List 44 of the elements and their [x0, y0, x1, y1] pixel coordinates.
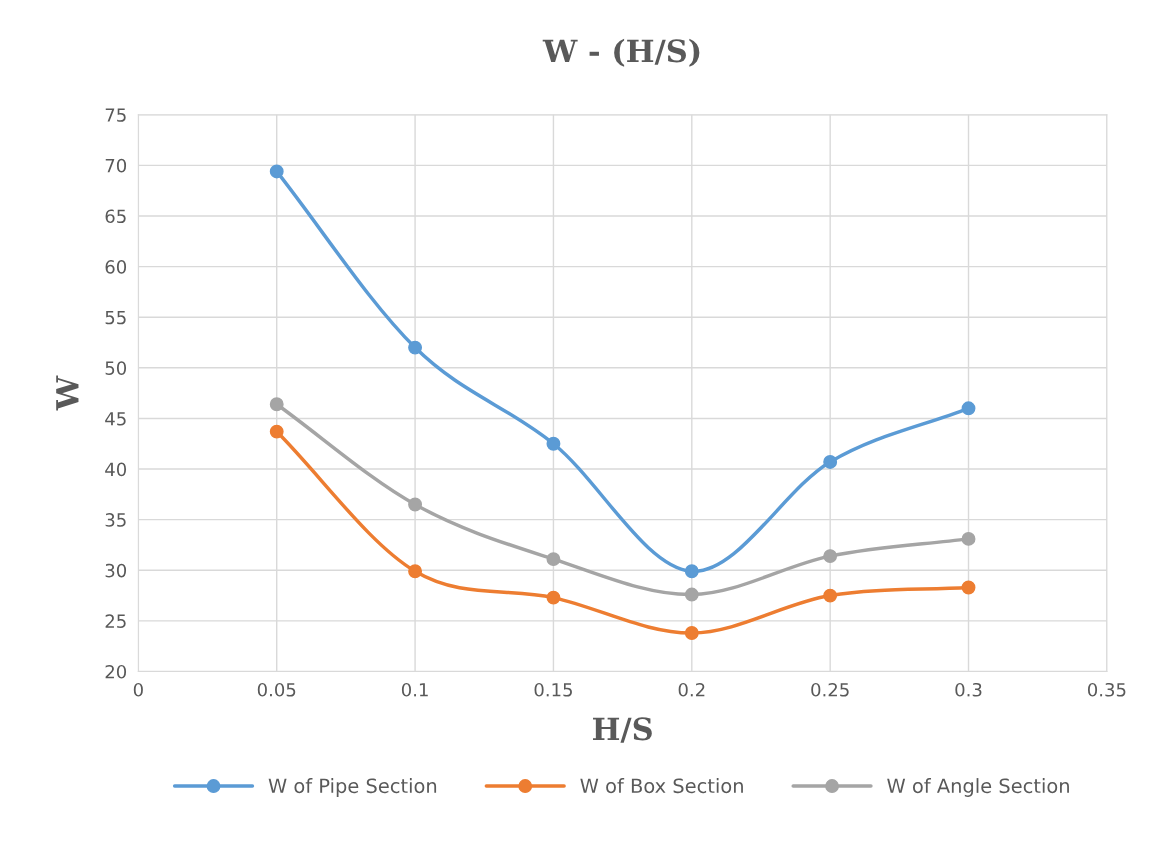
point	[961, 580, 976, 595]
point	[269, 164, 284, 179]
x-tick-label: 0.15	[534, 682, 572, 697]
x-tick-label: 0.05	[257, 682, 296, 697]
point	[408, 564, 423, 579]
point	[684, 564, 699, 579]
point	[408, 340, 423, 355]
point	[546, 590, 561, 605]
x-tick-label: 0.1	[401, 682, 428, 697]
y-tick-label: 50	[105, 361, 127, 375]
point	[408, 497, 423, 512]
point	[823, 455, 838, 469]
y-axis-title: W	[56, 375, 79, 411]
y-tick-label: 55	[105, 310, 126, 325]
y-tick-label: 70	[105, 158, 127, 173]
x-axis-title: H/S	[593, 717, 652, 743]
x-tick-label: 0.2	[678, 682, 705, 697]
point	[961, 401, 976, 416]
x-tick-label: 0	[133, 682, 143, 697]
chart-title: W - (H/S)	[542, 38, 700, 67]
y-tick-label: 20	[105, 664, 127, 679]
x-tick-label: 0.35	[1087, 682, 1126, 697]
y-tick-label: 65	[105, 209, 126, 224]
y-tick-label: 60	[105, 260, 127, 274]
y-tick-label: 40	[105, 462, 127, 477]
point	[823, 549, 838, 564]
y-tick-label: 35	[105, 513, 126, 527]
y-tick-label: 45	[105, 412, 126, 426]
y-tick-label: 30	[105, 563, 127, 578]
point	[961, 531, 976, 546]
y-tick-label: 75	[105, 108, 126, 122]
point	[823, 588, 838, 603]
x-tick-label: 0.25	[811, 682, 849, 697]
legend-label: W of Box Section	[580, 778, 743, 794]
point	[684, 587, 699, 602]
legend-label: W of Angle Section	[887, 778, 1069, 797]
x-tick-label: 0.3	[955, 682, 982, 697]
y-tick-label: 25	[105, 614, 126, 628]
point	[546, 436, 561, 451]
point	[546, 552, 561, 567]
point	[269, 397, 284, 412]
point	[684, 626, 699, 640]
legend-label: W of Pipe Section	[268, 778, 437, 797]
point	[269, 424, 284, 439]
